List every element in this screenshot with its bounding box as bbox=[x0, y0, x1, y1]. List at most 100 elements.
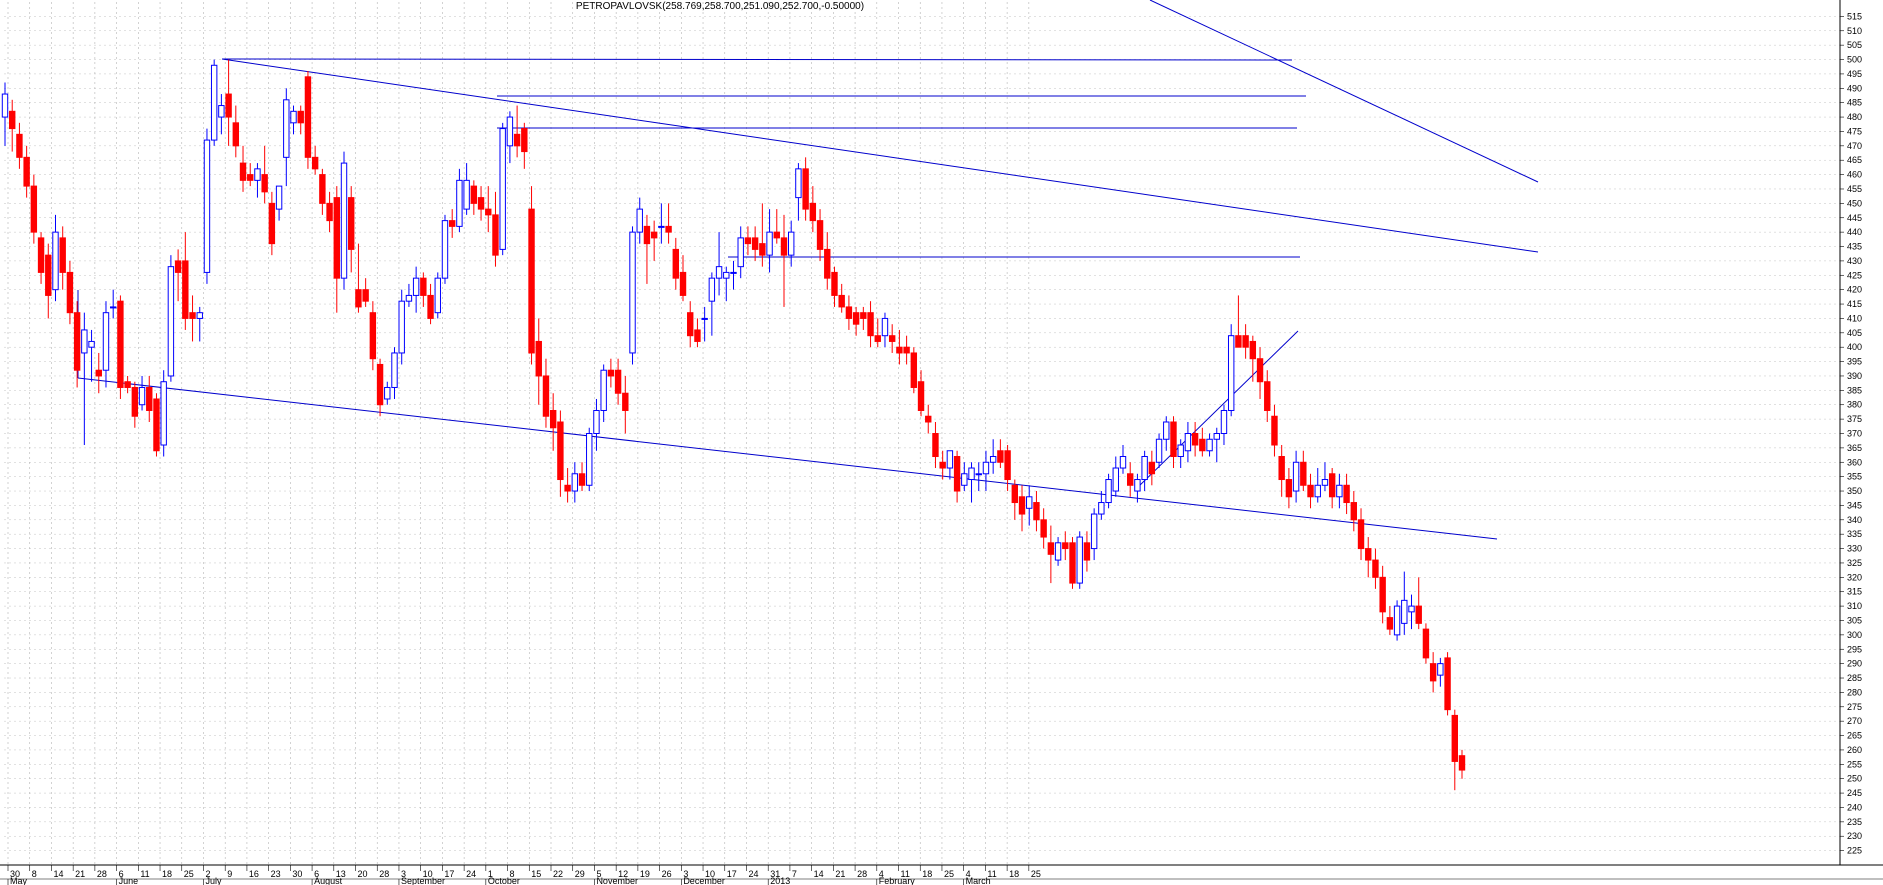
candle-body bbox=[1458, 755, 1466, 771]
candle-body bbox=[174, 260, 182, 273]
y-tick-label: 490 bbox=[1847, 83, 1862, 93]
x-tick-label: 28 bbox=[97, 869, 107, 879]
candle-body bbox=[831, 271, 838, 296]
candle-body bbox=[1069, 542, 1076, 584]
candle-up bbox=[398, 289, 405, 365]
candle-body bbox=[16, 133, 23, 158]
candle-body bbox=[297, 110, 304, 124]
candle-down bbox=[845, 295, 853, 330]
y-tick-label: 240 bbox=[1847, 802, 1862, 812]
candle-body bbox=[499, 128, 506, 250]
candle-down bbox=[1444, 652, 1451, 716]
candle-down bbox=[124, 375, 131, 394]
x-tick-label: 30 bbox=[292, 869, 302, 879]
candle-body bbox=[290, 110, 297, 124]
candle-up bbox=[1336, 473, 1343, 509]
candle-down bbox=[925, 404, 932, 434]
candle-body bbox=[1235, 335, 1242, 348]
candle-body bbox=[362, 289, 369, 302]
x-tick-label: 6 bbox=[314, 869, 319, 879]
candle-down bbox=[557, 410, 564, 497]
candle-body bbox=[824, 248, 831, 279]
candle-body bbox=[1184, 433, 1192, 452]
candle-down bbox=[932, 421, 939, 469]
x-tick-label: 17 bbox=[727, 869, 737, 879]
candle-body bbox=[658, 225, 665, 228]
candle-body bbox=[1372, 559, 1379, 578]
candle-down bbox=[369, 301, 377, 371]
x-tick-label: 8 bbox=[510, 869, 515, 879]
candle-up bbox=[283, 88, 290, 187]
candle-down bbox=[780, 214, 788, 307]
candle-down bbox=[1415, 577, 1422, 630]
candle-body bbox=[427, 294, 434, 319]
x-month-label: September bbox=[401, 876, 445, 885]
candle-body bbox=[1444, 657, 1451, 711]
candle-body bbox=[124, 381, 131, 388]
candle-down bbox=[470, 180, 478, 215]
candle-up bbox=[1076, 531, 1083, 589]
candle-up bbox=[1054, 537, 1062, 566]
candle-up bbox=[499, 122, 506, 256]
candle-body bbox=[1177, 444, 1184, 458]
candle-down bbox=[1191, 421, 1199, 457]
candle-body bbox=[694, 329, 701, 342]
x-tick-label: 21 bbox=[835, 869, 845, 879]
trendline bbox=[1149, 0, 1539, 183]
candle-up bbox=[975, 462, 982, 492]
candle-down bbox=[1278, 445, 1285, 497]
candle-body bbox=[1408, 605, 1415, 613]
candle-down bbox=[37, 232, 45, 284]
y-tick-label: 445 bbox=[1847, 213, 1862, 223]
candle-down bbox=[831, 266, 838, 307]
candle-up bbox=[989, 439, 997, 474]
candle-down bbox=[362, 278, 369, 307]
candle-body bbox=[1350, 502, 1358, 521]
y-tick-label: 500 bbox=[1847, 55, 1862, 65]
candle-body bbox=[953, 456, 961, 492]
candle-down bbox=[910, 347, 918, 394]
candle-down bbox=[1249, 335, 1257, 382]
candle-body bbox=[737, 237, 744, 268]
candle-down bbox=[268, 191, 276, 256]
x-tick-label: 18 bbox=[1009, 869, 1019, 879]
candle-down bbox=[117, 295, 124, 399]
candle-body bbox=[701, 317, 708, 320]
candle-down bbox=[1062, 531, 1069, 561]
x-tick-label: 22 bbox=[553, 869, 563, 879]
x-tick-label: 14 bbox=[814, 869, 824, 879]
x-tick-label: 25 bbox=[944, 869, 954, 879]
candle-body bbox=[232, 122, 240, 147]
candle-body bbox=[1242, 335, 1249, 348]
candle-body bbox=[1090, 513, 1098, 550]
y-tick-label: 295 bbox=[1847, 644, 1862, 654]
candle-down bbox=[917, 370, 925, 417]
candle-down bbox=[672, 237, 680, 290]
candle-up bbox=[636, 197, 643, 244]
candle-body bbox=[254, 168, 261, 181]
x-tick-label: 28 bbox=[857, 869, 867, 879]
candle-down bbox=[304, 71, 312, 169]
candle-body bbox=[1155, 438, 1163, 463]
candle-body bbox=[477, 197, 485, 210]
candle-up bbox=[1227, 324, 1235, 417]
candle-body bbox=[1314, 484, 1321, 498]
candle-up bbox=[456, 168, 463, 233]
candle-up bbox=[1141, 450, 1148, 492]
candle-body bbox=[1271, 415, 1278, 446]
x-tick-label: 29 bbox=[575, 869, 585, 879]
candle-up bbox=[463, 163, 470, 215]
x-tick-label: 10 bbox=[705, 869, 715, 879]
candle-down bbox=[679, 255, 687, 302]
candle-body bbox=[838, 294, 845, 308]
y-tick-label: 355 bbox=[1847, 472, 1862, 482]
candle-body bbox=[1191, 433, 1199, 446]
candle-down bbox=[1040, 508, 1047, 549]
candle-down bbox=[1365, 537, 1372, 578]
candle-down bbox=[694, 318, 701, 348]
candle-up bbox=[109, 289, 117, 319]
y-tick-label: 405 bbox=[1847, 328, 1862, 338]
candle-body bbox=[470, 185, 478, 204]
candle-body bbox=[751, 237, 759, 250]
candle-body bbox=[333, 197, 340, 279]
